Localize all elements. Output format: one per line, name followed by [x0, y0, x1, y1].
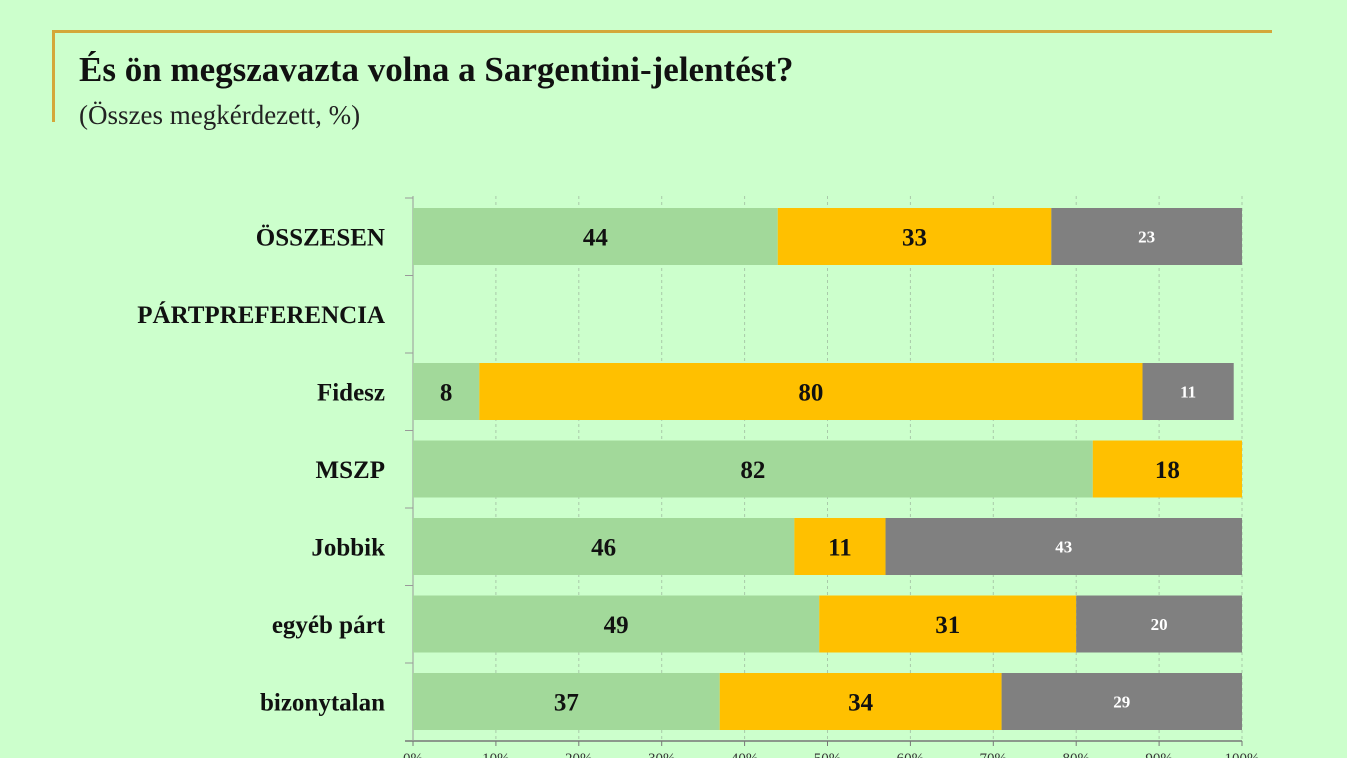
category-label: ÖSSZESEN	[256, 225, 385, 252]
data-label: 80	[798, 380, 823, 407]
x-tick-label: 10%	[482, 751, 510, 758]
bar-segment-green	[413, 595, 820, 653]
data-label: 18	[1155, 457, 1180, 484]
bar-segment-yellow	[479, 363, 1143, 420]
bar-segment-green	[413, 440, 1093, 498]
bar-segment-green	[413, 208, 778, 265]
x-tick-label: 0%	[403, 751, 423, 758]
title-frame-left	[52, 30, 55, 122]
data-label: 82	[740, 457, 765, 484]
data-label: 46	[591, 535, 616, 562]
data-label: 20	[1151, 615, 1168, 634]
data-label: 31	[935, 612, 960, 639]
data-label: 44	[583, 225, 609, 252]
data-label: 43	[1055, 538, 1072, 557]
data-label: 37	[554, 690, 579, 717]
category-label: egyéb párt	[272, 612, 386, 639]
chart-title: És ön megszavazta volna a Sargentini-jel…	[79, 50, 794, 89]
bar-segment-gray	[1142, 363, 1234, 420]
category-label: Jobbik	[311, 535, 385, 562]
x-tick-label: 80%	[1062, 751, 1090, 758]
x-tick-label: 30%	[648, 751, 676, 758]
bar-segment-yellow	[719, 673, 1002, 730]
title-frame-top	[52, 30, 1272, 33]
bar-segment-yellow	[1092, 440, 1242, 498]
chart-subtitle: (Összes megkérdezett, %)	[79, 100, 361, 130]
bar-segment-green	[413, 363, 480, 420]
bar-segment-gray	[1051, 208, 1242, 265]
data-label: 11	[1180, 383, 1196, 402]
data-label: 11	[828, 535, 852, 562]
category-label: PÁRTPREFERENCIA	[137, 301, 385, 329]
data-label: 8	[440, 380, 453, 407]
data-label: 49	[604, 612, 629, 639]
bar-segment-yellow	[777, 208, 1052, 265]
x-tick-label: 60%	[897, 751, 925, 758]
bar-segment-yellow	[794, 518, 886, 575]
bar-segment-gray	[1001, 673, 1242, 730]
bar-segment-gray	[885, 518, 1242, 575]
x-tick-label: 50%	[814, 751, 842, 758]
x-tick-label: 90%	[1145, 751, 1173, 758]
category-label: Fidesz	[317, 380, 385, 407]
bar-segment-gray	[1076, 595, 1242, 653]
data-label: 34	[848, 690, 874, 717]
x-tick-label: 70%	[980, 751, 1008, 758]
x-tick-label: 40%	[731, 751, 759, 758]
category-label: MSZP	[316, 457, 385, 484]
x-tick-label: 100%	[1225, 751, 1260, 758]
bar-segment-green	[413, 518, 795, 575]
data-label: 23	[1138, 228, 1155, 247]
bar-segment-yellow	[819, 595, 1077, 653]
category-label: bizonytalan	[260, 690, 385, 717]
data-label: 33	[902, 225, 927, 252]
data-label: 29	[1113, 693, 1130, 712]
bar-segment-green	[413, 673, 720, 730]
x-tick-label: 20%	[565, 751, 593, 758]
